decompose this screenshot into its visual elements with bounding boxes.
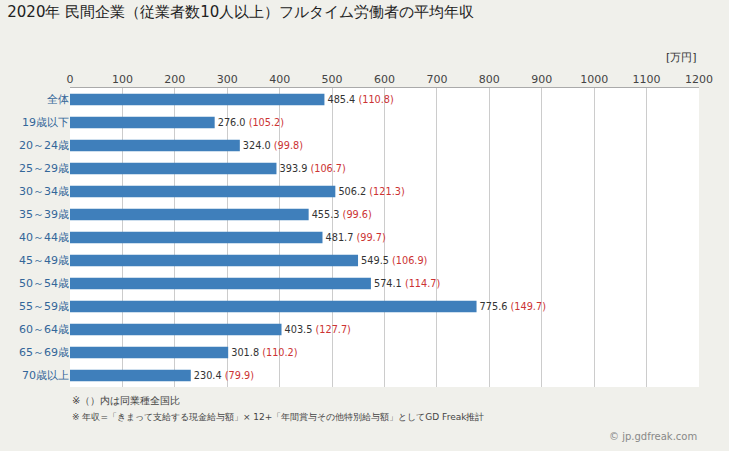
svg-text:1100: 1100	[633, 73, 661, 86]
svg-text:700: 700	[426, 73, 447, 86]
svg-text:481.7 (99.7): 481.7 (99.7)	[326, 232, 386, 243]
svg-text:© jp.gdfreak.com: © jp.gdfreak.com	[609, 431, 697, 442]
svg-text:[万円]: [万円]	[666, 51, 697, 64]
svg-text:35～39歳: 35～39歳	[19, 208, 69, 221]
svg-text:403.5 (127.7): 403.5 (127.7)	[285, 324, 351, 335]
svg-text:324.0 (99.8): 324.0 (99.8)	[243, 140, 303, 151]
svg-text:全体: 全体	[47, 93, 69, 106]
svg-text:393.9 (106.7): 393.9 (106.7)	[280, 163, 346, 174]
svg-text:25～29歳: 25～29歳	[19, 162, 69, 175]
svg-text:230.4 (79.9): 230.4 (79.9)	[194, 370, 254, 381]
svg-text:45～49歳: 45～49歳	[19, 254, 69, 267]
svg-text:485.4 (110.8): 485.4 (110.8)	[327, 94, 393, 105]
svg-text:600: 600	[374, 73, 395, 86]
svg-text:276.0 (105.2): 276.0 (105.2)	[218, 117, 284, 128]
svg-text:20～24歳: 20～24歳	[19, 139, 69, 152]
svg-text:400: 400	[269, 73, 290, 86]
svg-text:40～44歳: 40～44歳	[19, 231, 69, 244]
svg-text:200: 200	[164, 73, 185, 86]
svg-text:900: 900	[531, 73, 552, 86]
svg-text:19歳以下: 19歳以下	[22, 116, 69, 129]
svg-text:0: 0	[67, 73, 74, 86]
svg-text:70歳以上: 70歳以上	[22, 369, 69, 382]
svg-text:549.5 (106.9): 549.5 (106.9)	[361, 255, 427, 266]
svg-text:30～34歳: 30～34歳	[19, 185, 69, 198]
svg-text:301.8 (110.2): 301.8 (110.2)	[231, 347, 297, 358]
svg-text:2020年 民間企業（従業者数10人以上）フルタイム労働者の: 2020年 民間企業（従業者数10人以上）フルタイム労働者の平均年収	[7, 3, 474, 21]
svg-text:506.2 (121.3): 506.2 (121.3)	[338, 186, 404, 197]
svg-text:800: 800	[479, 73, 500, 86]
svg-text:574.1 (114.7): 574.1 (114.7)	[374, 278, 440, 289]
svg-text:※（）内は同業種全国比: ※（）内は同業種全国比	[72, 395, 180, 406]
svg-text:300: 300	[217, 73, 238, 86]
svg-text:500: 500	[322, 73, 343, 86]
svg-text:455.3 (99.6): 455.3 (99.6)	[312, 209, 372, 220]
svg-text:65～69歳: 65～69歳	[19, 346, 69, 359]
svg-text:775.6 (149.7): 775.6 (149.7)	[480, 301, 546, 312]
svg-text:100: 100	[112, 73, 133, 86]
svg-text:※ 年収=「きまって支給する現金給与額」× 12+「年間賞与: ※ 年収=「きまって支給する現金給与額」× 12+「年間賞与その他特別給与額」と…	[72, 412, 484, 422]
svg-text:55～59歳: 55～59歳	[19, 300, 69, 313]
svg-text:1000: 1000	[580, 73, 608, 86]
svg-text:1200: 1200	[685, 73, 713, 86]
svg-text:60～64歳: 60～64歳	[19, 323, 69, 336]
svg-text:50～54歳: 50～54歳	[19, 277, 69, 290]
